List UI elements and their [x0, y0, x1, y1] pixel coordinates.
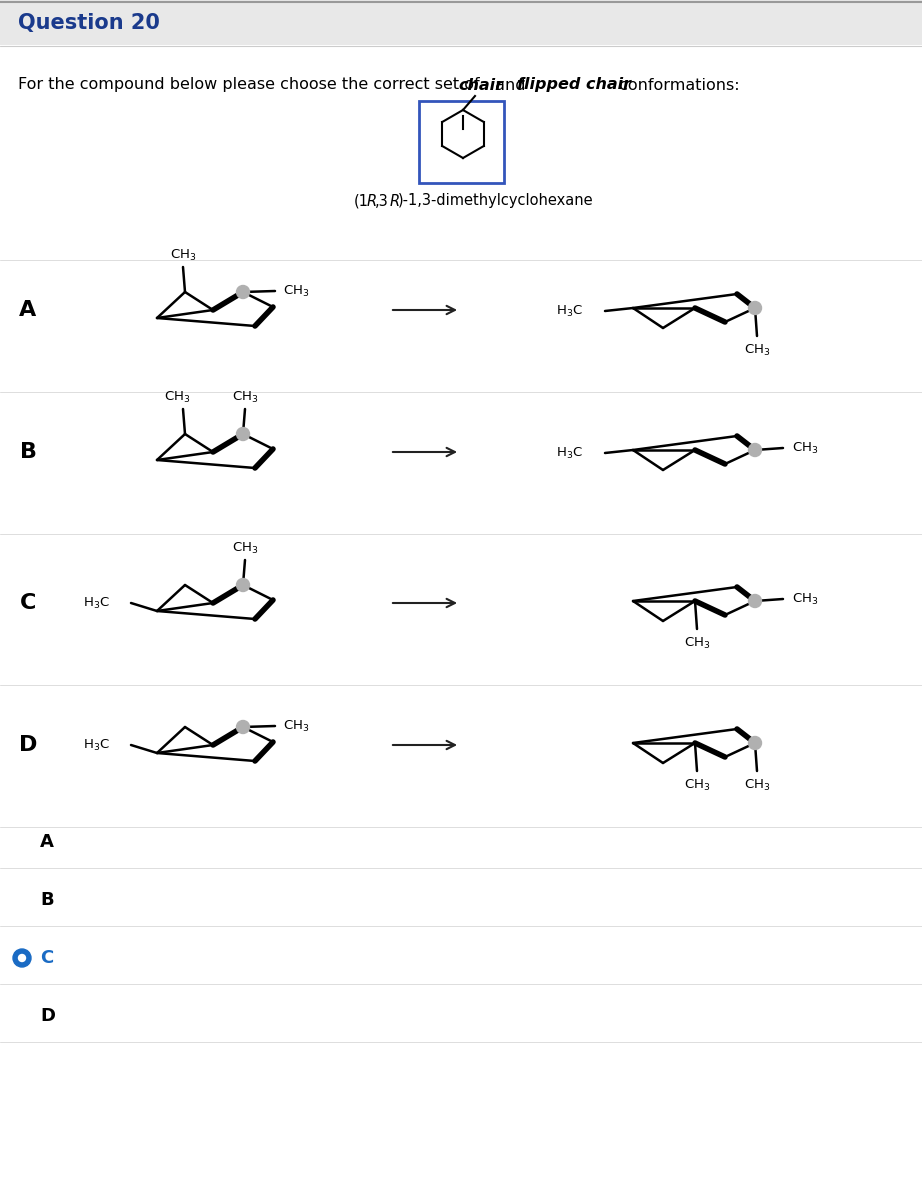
Bar — [0, 0, 922, 44]
Text: A: A — [19, 300, 37, 320]
Text: D: D — [18, 734, 37, 755]
Circle shape — [749, 301, 762, 314]
Text: R: R — [367, 193, 377, 209]
Text: D: D — [40, 1007, 55, 1025]
Text: B: B — [19, 442, 37, 462]
Text: CH$_3$: CH$_3$ — [283, 283, 309, 299]
Text: Question 20: Question 20 — [18, 13, 160, 32]
Circle shape — [237, 720, 250, 733]
Text: CH$_3$: CH$_3$ — [684, 636, 710, 650]
Circle shape — [749, 444, 762, 456]
Text: flipped chair: flipped chair — [517, 78, 631, 92]
Circle shape — [13, 949, 31, 967]
Circle shape — [237, 578, 250, 592]
Text: H$_3$C: H$_3$C — [556, 445, 583, 461]
Circle shape — [237, 286, 250, 299]
Text: )-1,3-dimethylcyclohexane: )-1,3-dimethylcyclohexane — [398, 193, 594, 209]
Circle shape — [749, 594, 762, 607]
Bar — [419, 101, 504, 182]
Circle shape — [18, 954, 26, 961]
Text: CH$_3$: CH$_3$ — [684, 778, 710, 792]
Text: CH$_3$: CH$_3$ — [792, 592, 818, 606]
Text: CH$_3$: CH$_3$ — [231, 390, 258, 404]
Text: ,3: ,3 — [375, 193, 389, 209]
Circle shape — [237, 427, 250, 440]
Text: H$_3$C: H$_3$C — [83, 595, 110, 611]
Text: CH$_3$: CH$_3$ — [170, 247, 196, 263]
Text: C: C — [19, 593, 36, 613]
Circle shape — [749, 737, 762, 750]
Text: H$_3$C: H$_3$C — [556, 304, 583, 318]
Text: and: and — [490, 78, 531, 92]
Text: H$_3$C: H$_3$C — [83, 738, 110, 752]
Text: C: C — [40, 949, 53, 967]
Text: For the compound below please choose the correct set of: For the compound below please choose the… — [18, 78, 485, 92]
Text: B: B — [40, 890, 53, 910]
Text: CH$_3$: CH$_3$ — [744, 778, 770, 792]
Text: chair: chair — [458, 78, 503, 92]
Text: CH$_3$: CH$_3$ — [164, 390, 190, 404]
Text: (1: (1 — [354, 193, 369, 209]
Text: CH$_3$: CH$_3$ — [231, 540, 258, 556]
Text: conformations:: conformations: — [614, 78, 739, 92]
Text: A: A — [40, 833, 53, 851]
Text: R: R — [390, 193, 400, 209]
Text: CH$_3$: CH$_3$ — [283, 719, 309, 733]
Text: CH$_3$: CH$_3$ — [792, 440, 818, 456]
Text: CH$_3$: CH$_3$ — [744, 342, 770, 358]
